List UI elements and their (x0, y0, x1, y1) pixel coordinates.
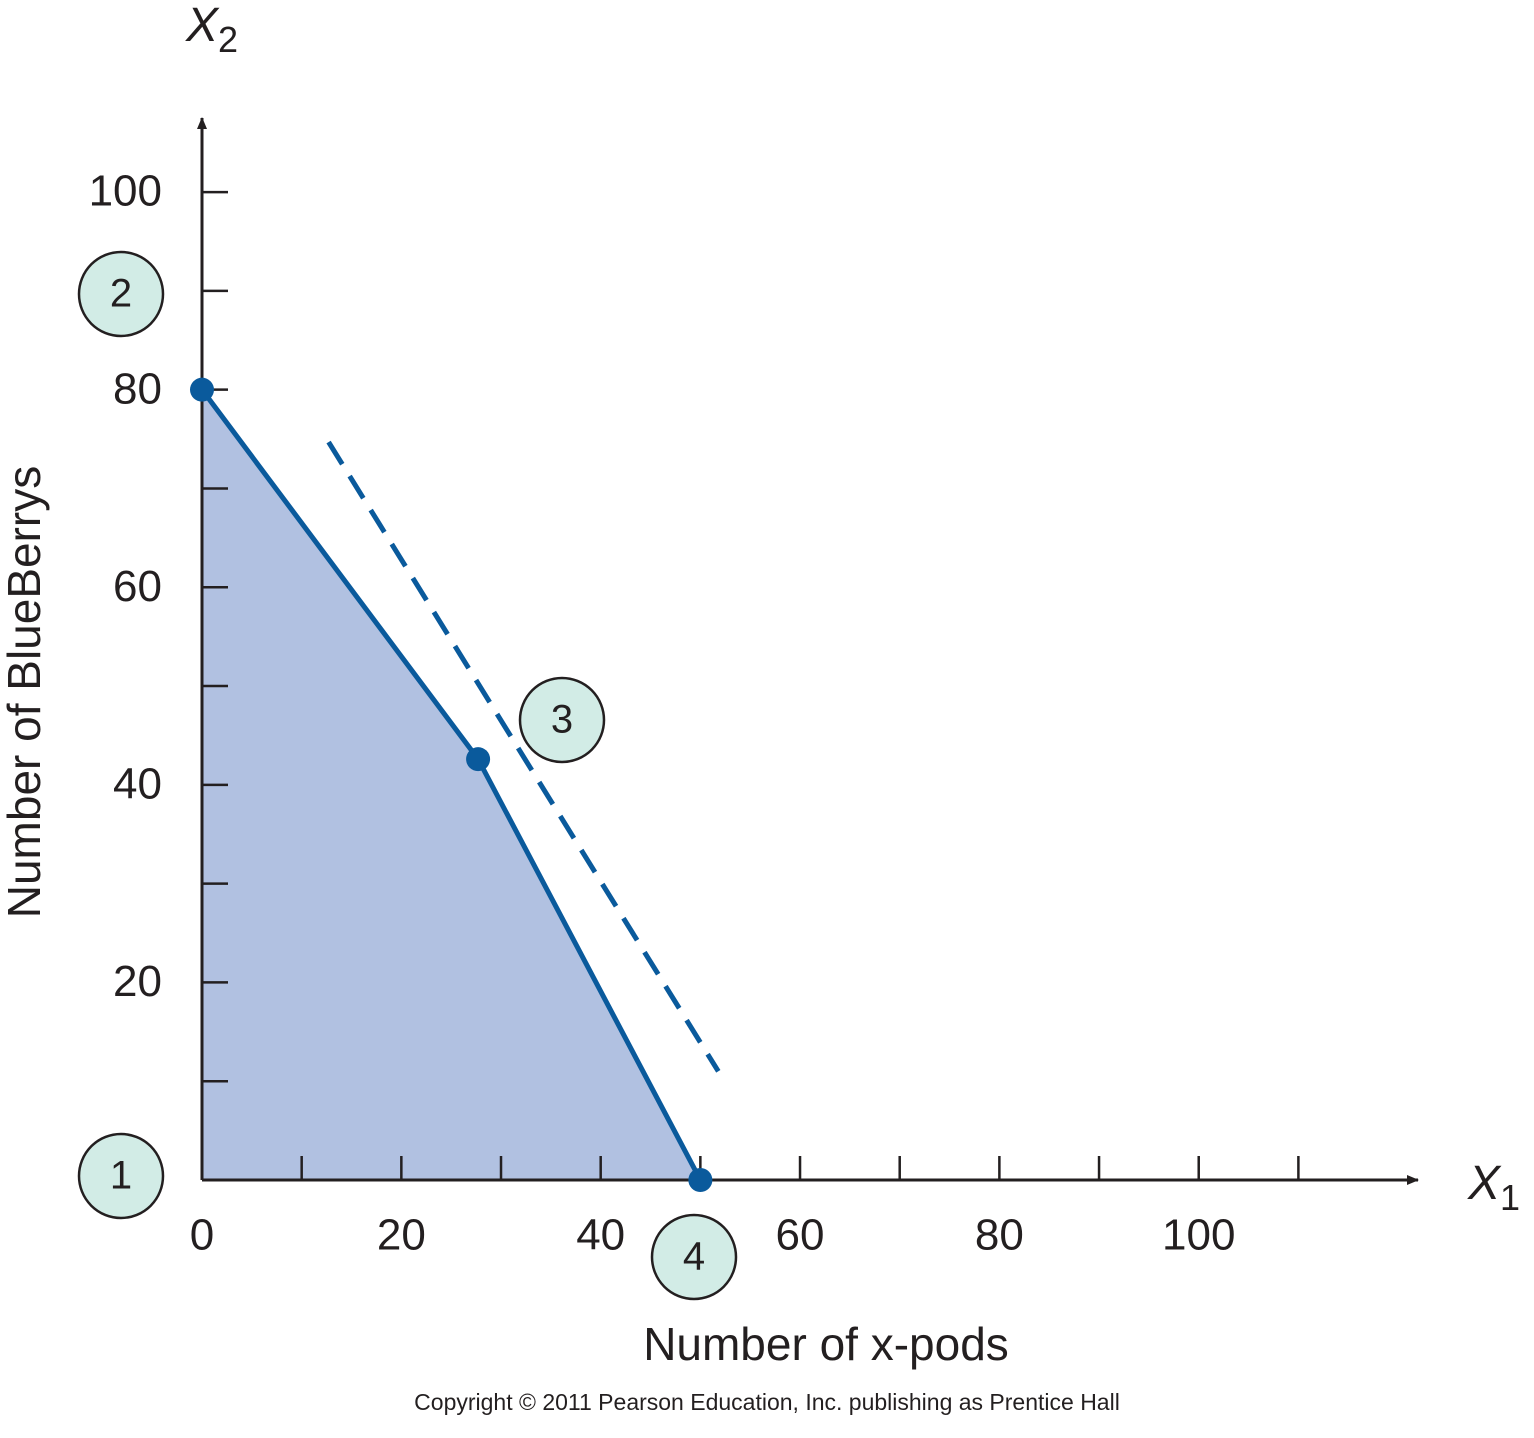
x-symbol-letter: X (1467, 1157, 1502, 1210)
x-tick-label: 80 (975, 1211, 1024, 1260)
corner-point (688, 1168, 713, 1192)
x-axis-symbol: X1 (1467, 1157, 1520, 1218)
annotation-badge (518, 676, 606, 764)
y-axis-title: Number of BlueBerrys (0, 466, 50, 919)
x-tick-label: 20 (377, 1211, 426, 1260)
y-axis-symbol: X2 (185, 0, 238, 60)
x-tick-label: 60 (776, 1211, 825, 1260)
copyright: Copyright © 2011 Pearson Education, Inc.… (414, 1389, 1120, 1415)
y-symbol-subscript: 2 (218, 19, 238, 60)
y-tick-label: 60 (113, 562, 162, 611)
x-tick-label: 0 (190, 1211, 214, 1260)
y-tick-label: 40 (113, 759, 162, 808)
annotation-label: 3 (551, 698, 573, 742)
annotation-badge (650, 1213, 738, 1301)
annotation-label: 1 (110, 1154, 132, 1198)
x-tick-label: 40 (576, 1211, 625, 1260)
annotation-label: 2 (110, 272, 132, 316)
corner-point (190, 377, 214, 402)
y-tick-label: 80 (113, 364, 162, 413)
y-symbol-letter: X (185, 0, 220, 52)
y-tick-label: 100 (89, 167, 162, 216)
x-axis-title: Number of x-pods (643, 1318, 1009, 1370)
annotation-badge (77, 1132, 165, 1220)
corner-point (466, 747, 491, 772)
annotation-label: 4 (683, 1235, 705, 1279)
x-symbol-subscript: 1 (1500, 1177, 1520, 1218)
feasible-region (202, 389, 701, 1180)
isoprofit-line (326, 440, 721, 1073)
y-tick-label: 20 (113, 957, 162, 1006)
x-tick-label: 100 (1162, 1211, 1235, 1260)
annotation-badge (77, 250, 165, 338)
